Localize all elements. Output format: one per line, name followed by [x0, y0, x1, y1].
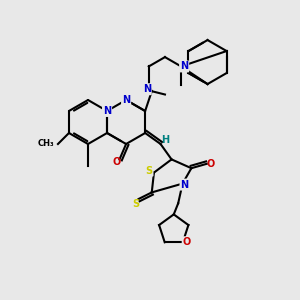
Text: S: S [146, 166, 152, 176]
Text: N: N [103, 106, 111, 116]
Text: N: N [181, 180, 189, 190]
Text: O: O [183, 237, 191, 247]
Text: CH₃: CH₃ [37, 140, 54, 148]
Text: S: S [132, 199, 139, 209]
Text: N: N [143, 84, 151, 94]
Text: O: O [112, 158, 121, 167]
Text: N: N [122, 95, 130, 105]
Text: N: N [180, 61, 188, 71]
Text: O: O [207, 159, 215, 169]
Text: H: H [161, 135, 169, 145]
